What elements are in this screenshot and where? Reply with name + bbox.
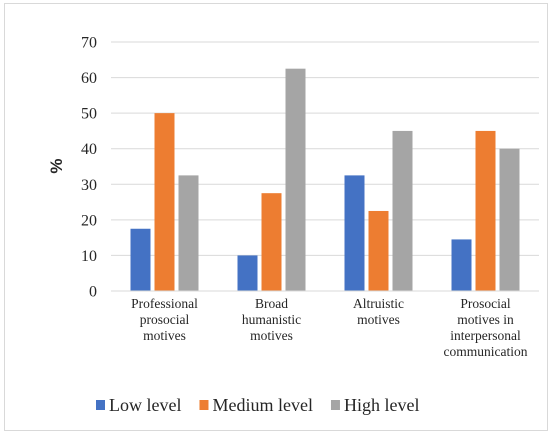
- bar-high-level: [499, 148, 520, 291]
- gridlines: [111, 41, 539, 256]
- y-tick-label: 10: [81, 248, 97, 265]
- y-tick-label: 30: [81, 177, 97, 194]
- legend-swatch: [330, 400, 340, 410]
- bar-high-level: [392, 130, 413, 291]
- legend-label: Low level: [109, 395, 181, 415]
- legend-label: Medium level: [212, 395, 312, 415]
- y-tick-label: 40: [81, 141, 97, 158]
- legend-swatch: [96, 400, 105, 410]
- bar-medium-level: [261, 193, 282, 291]
- legend: Low level Medium level High level: [96, 395, 419, 415]
- category-label: Professional prosocial motives: [131, 296, 198, 343]
- bar-high-level: [178, 175, 199, 291]
- y-tick-label: 70: [81, 35, 97, 52]
- category-label: Broad humanistic motives: [242, 296, 301, 343]
- y-tick-label: 60: [81, 70, 97, 87]
- legend-label: High level: [344, 395, 419, 415]
- bar-low-level: [451, 239, 472, 291]
- bar-medium-level: [154, 113, 175, 292]
- bar-low-level: [237, 255, 258, 291]
- category-label: Altruistic motives: [353, 296, 404, 327]
- bars: [130, 68, 520, 292]
- y-tick-label: 0: [89, 284, 97, 301]
- y-axis-ticks: 0 10 20 30 40 50 60 70: [81, 35, 97, 301]
- category-labels: Professional prosocial motives Broad humanis…: [131, 296, 528, 359]
- bar-high-level: [285, 68, 306, 291]
- y-axis-label: %: [47, 158, 66, 173]
- y-tick-label: 20: [81, 212, 97, 229]
- bar-medium-level: [475, 130, 496, 291]
- bar-low-level: [130, 228, 151, 291]
- bar-low-level: [344, 175, 365, 291]
- legend-swatch: [199, 400, 209, 410]
- y-tick-label: 50: [81, 106, 97, 123]
- bar-medium-level: [368, 210, 389, 291]
- category-label: Prosocial motives in interpersonal communic…: [444, 296, 528, 359]
